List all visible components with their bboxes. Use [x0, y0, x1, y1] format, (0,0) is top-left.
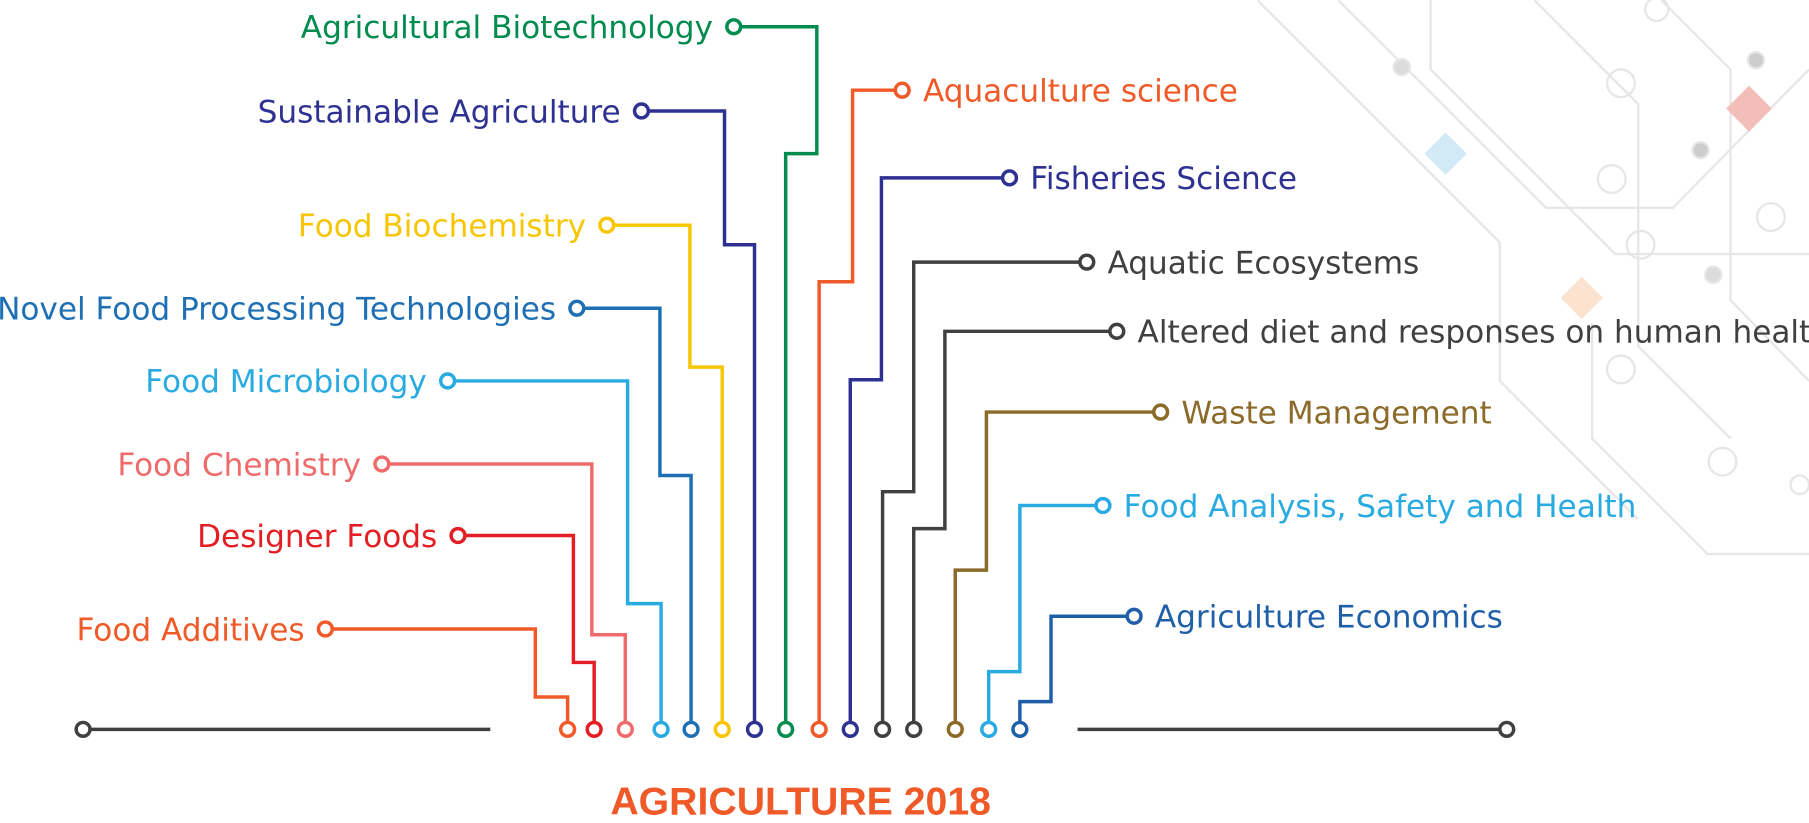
- node-dot: [1154, 405, 1168, 419]
- connector: [734, 27, 817, 730]
- node-dot: [1003, 171, 1017, 185]
- node-label: Novel Food Processing Technologies: [0, 292, 556, 328]
- node-label: Food Chemistry: [117, 447, 361, 483]
- base-dot: [982, 722, 996, 736]
- page: AGRICULTURE 2018 Food Additives Designer …: [0, 0, 1809, 823]
- node-label: Aquaculture science: [923, 74, 1238, 110]
- node-dot: [600, 218, 614, 232]
- node-label: Altered diet and responses on human heal…: [1138, 315, 1809, 351]
- base-dot: [812, 722, 826, 736]
- connector: [819, 90, 902, 729]
- base-dot: [948, 722, 962, 736]
- node-label: Designer Foods: [197, 519, 437, 555]
- base-dot: [748, 722, 762, 736]
- base-dot: [587, 722, 601, 736]
- node-label: Agriculture Economics: [1155, 600, 1503, 636]
- connector: [448, 381, 661, 729]
- node-label: Food Microbiology: [145, 364, 427, 400]
- base-dot: [843, 722, 857, 736]
- node-label: Agricultural Biotechnology: [301, 10, 713, 46]
- node-dot: [1127, 609, 1141, 623]
- node-dot: [441, 374, 455, 388]
- connector: [382, 464, 625, 729]
- base-dot: [907, 722, 921, 736]
- base-line: [76, 722, 1514, 736]
- node-dot: [635, 104, 649, 118]
- connector: [1020, 616, 1134, 729]
- node-label: Food Biochemistry: [298, 208, 586, 244]
- node-label: Sustainable Agriculture: [258, 94, 621, 130]
- base-dot: [561, 722, 575, 736]
- node-dot: [1096, 499, 1110, 513]
- node-label: Fisheries Science: [1030, 161, 1297, 197]
- base-dot: [876, 722, 890, 736]
- node-dot: [375, 457, 389, 471]
- base-dot: [1013, 722, 1027, 736]
- title: AGRICULTURE 2018: [610, 780, 991, 823]
- node-dot: [895, 83, 909, 97]
- node-label: Food Analysis, Safety and Health: [1124, 489, 1637, 525]
- connector: [458, 536, 594, 730]
- base-dot: [654, 722, 668, 736]
- connector: [955, 412, 1160, 729]
- base-dot: [618, 722, 632, 736]
- node-dot: [1080, 255, 1094, 269]
- base-dot: [779, 722, 793, 736]
- node-label: Aquatic Ecosystems: [1108, 245, 1420, 281]
- connector: [325, 629, 567, 729]
- node-dot: [570, 301, 584, 315]
- node-label: Food Additives: [76, 612, 304, 648]
- diagram: AGRICULTURE 2018 Food Additives Designer …: [0, 0, 1809, 823]
- connector: [914, 331, 1117, 729]
- node-dot: [1110, 324, 1124, 338]
- node-dot: [451, 529, 465, 543]
- base-dot: [684, 722, 698, 736]
- node-label: Waste Management: [1181, 395, 1491, 431]
- node-dot: [318, 622, 332, 636]
- node-dot: [727, 20, 741, 34]
- base-dot: [715, 722, 729, 736]
